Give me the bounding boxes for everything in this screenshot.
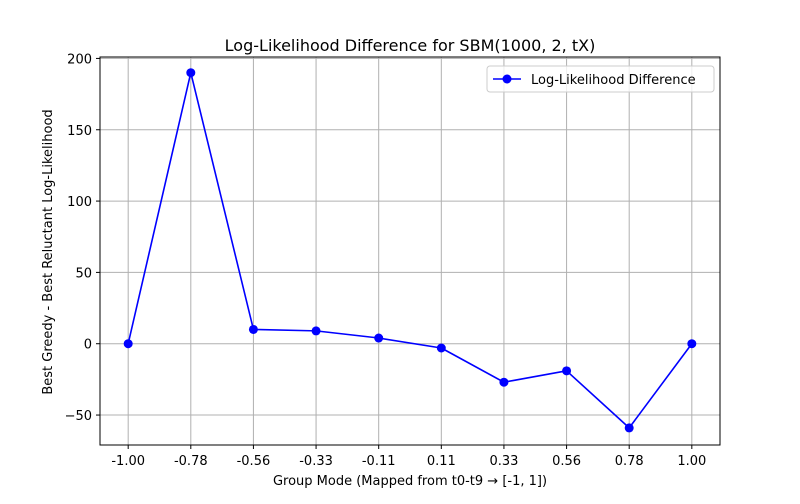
- data-point-marker: [186, 68, 196, 78]
- x-tick-label: -0.56: [237, 454, 271, 469]
- data-point-marker: [562, 366, 572, 376]
- y-axis-label: Best Greedy - Best Reluctant Log-Likelih…: [41, 109, 56, 394]
- x-tick-label: 0.56: [552, 454, 581, 469]
- x-tick-label: -0.11: [362, 454, 396, 469]
- x-tick-label: -0.33: [299, 454, 333, 469]
- grid-lines: [100, 57, 720, 445]
- legend: Log-Likelihood Difference: [486, 65, 715, 93]
- data-point-marker: [374, 333, 384, 343]
- x-tick-label: 1.00: [677, 454, 706, 469]
- x-tick-label: -1.00: [111, 454, 145, 469]
- x-axis-label: Group Mode (Mapped from t0-t9 → [-1, 1]): [273, 474, 547, 489]
- data-point-marker: [123, 339, 133, 349]
- y-tick-label: 100: [67, 195, 92, 210]
- data-point-marker: [311, 326, 321, 336]
- x-tick-label: 0.33: [489, 454, 518, 469]
- x-tick-label: 0.11: [427, 454, 456, 469]
- y-tick-label: 0: [84, 338, 92, 353]
- x-tick-label: -0.78: [174, 454, 208, 469]
- data-point-marker: [624, 423, 634, 433]
- data-point-marker: [248, 324, 258, 334]
- y-tick-label: 150: [67, 124, 92, 139]
- chart-title: Log-Likelihood Difference for SBM(1000, …: [225, 36, 596, 55]
- y-tick-label: 200: [67, 52, 92, 67]
- x-tick-label: 0.78: [615, 454, 644, 469]
- series-line: [127, 71, 693, 429]
- x-axis-ticks: -1.00 -0.78 -0.56 -0.33 -0.11 0.11 0.33 0.56 0.7…: [111, 445, 706, 469]
- series-layer: [123, 68, 697, 433]
- data-point-marker: [499, 377, 509, 387]
- y-tick-label: −50: [65, 409, 92, 424]
- legend-label: Log-Likelihood Difference: [531, 73, 696, 88]
- data-point-marker: [687, 339, 697, 349]
- data-point-marker: [436, 343, 446, 353]
- legend-box: [486, 65, 715, 93]
- legend-marker-swatch: [502, 74, 512, 84]
- y-tick-label: 50: [75, 266, 92, 281]
- plot-area-frame: [99, 56, 721, 446]
- y-axis-ticks: −50 0 50 100 150 200: [65, 52, 100, 424]
